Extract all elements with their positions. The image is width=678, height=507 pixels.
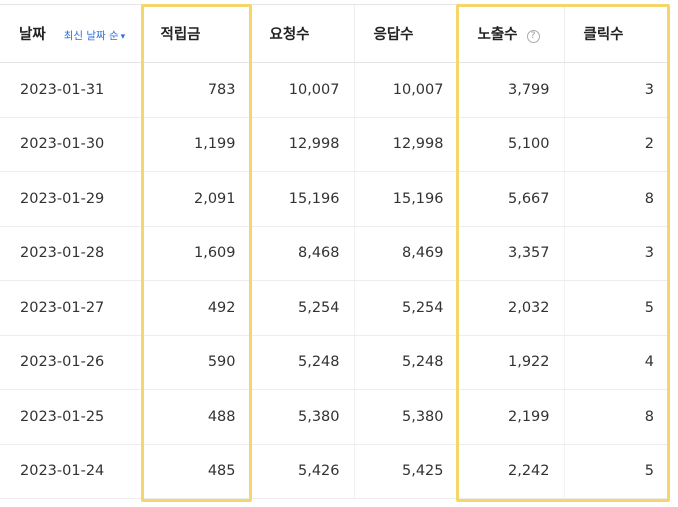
cell-date: 2023-01-30 bbox=[0, 117, 141, 172]
cell-responses: 5,248 bbox=[353, 335, 458, 390]
cell-responses: 10,007 bbox=[353, 62, 458, 118]
sort-dropdown[interactable]: 최신 날짜 순 ▾ bbox=[64, 30, 126, 42]
cell-clicks: 8 bbox=[563, 389, 668, 445]
column-header-requests[interactable]: 요청수 bbox=[249, 4, 354, 63]
column-header-impressions-label: 노출수 bbox=[477, 27, 518, 43]
cell-impressions: 2,032 bbox=[457, 280, 564, 336]
cell-clicks: 4 bbox=[563, 335, 668, 390]
cell-reward: 590 bbox=[140, 335, 250, 390]
cell-date: 2023-01-26 bbox=[0, 335, 141, 390]
cell-requests: 15,196 bbox=[249, 171, 354, 227]
cell-clicks: 3 bbox=[563, 62, 668, 118]
column-header-date-label: 날짜 bbox=[19, 27, 46, 43]
help-icon[interactable]: ? bbox=[526, 30, 540, 43]
cell-impressions: 3,357 bbox=[457, 226, 564, 281]
cell-impressions: 1,922 bbox=[457, 335, 564, 390]
cell-reward: 2,091 bbox=[140, 171, 250, 227]
cell-reward: 488 bbox=[140, 389, 250, 445]
cell-responses: 15,196 bbox=[353, 171, 458, 227]
cell-reward: 1,609 bbox=[140, 226, 250, 281]
cell-requests: 12,998 bbox=[249, 117, 354, 172]
cell-date: 2023-01-24 bbox=[0, 444, 141, 499]
table-row: 2023-01-27 492 5,254 5,254 2,032 5 bbox=[0, 280, 668, 336]
column-header-date: 날짜 최신 날짜 순 ▾ bbox=[0, 4, 141, 63]
cell-responses: 5,254 bbox=[353, 280, 458, 336]
cell-requests: 10,007 bbox=[249, 62, 354, 118]
cell-reward: 492 bbox=[140, 280, 250, 336]
cell-impressions: 5,100 bbox=[457, 117, 564, 172]
cell-clicks: 5 bbox=[563, 444, 668, 499]
sort-dropdown-label[interactable]: 최신 날짜 순 bbox=[63, 30, 119, 42]
cell-responses: 8,469 bbox=[353, 226, 458, 281]
cell-date: 2023-01-31 bbox=[0, 62, 141, 118]
cell-impressions: 3,799 bbox=[457, 62, 564, 118]
table-row: 2023-01-25 488 5,380 5,380 2,199 8 bbox=[0, 389, 668, 445]
cell-requests: 8,468 bbox=[249, 226, 354, 281]
cell-impressions: 2,242 bbox=[457, 444, 564, 499]
cell-date: 2023-01-29 bbox=[0, 171, 141, 227]
table-row: 2023-01-26 590 5,248 5,248 1,922 4 bbox=[0, 335, 668, 390]
cell-clicks: 3 bbox=[563, 226, 668, 281]
cell-responses: 5,380 bbox=[353, 389, 458, 445]
column-header-impressions[interactable]: 노출수? bbox=[457, 4, 564, 63]
table-header-row: 날짜 최신 날짜 순 ▾ 적립금 요청수 응답수 노출수? 클릭수 bbox=[0, 4, 668, 63]
column-header-responses[interactable]: 응답수 bbox=[353, 4, 458, 63]
cell-impressions: 5,667 bbox=[457, 171, 564, 227]
table-row: 2023-01-29 2,091 15,196 15,196 5,667 8 bbox=[0, 171, 668, 227]
table-row: 2023-01-24 485 5,426 5,425 2,242 5 bbox=[0, 444, 668, 499]
table-row: 2023-01-30 1,199 12,998 12,998 5,100 2 bbox=[0, 117, 668, 172]
cell-reward: 783 bbox=[140, 62, 250, 118]
column-header-clicks[interactable]: 클릭수 bbox=[563, 4, 668, 63]
cell-responses: 12,998 bbox=[353, 117, 458, 172]
cell-requests: 5,380 bbox=[249, 389, 354, 445]
cell-clicks: 8 bbox=[563, 171, 668, 227]
cell-responses: 5,425 bbox=[353, 444, 458, 499]
cell-requests: 5,254 bbox=[249, 280, 354, 336]
chevron-down-icon[interactable]: ▾ bbox=[120, 32, 126, 42]
cell-impressions: 2,199 bbox=[457, 389, 564, 445]
cell-clicks: 2 bbox=[563, 117, 668, 172]
table-row: 2023-01-28 1,609 8,468 8,469 3,357 3 bbox=[0, 226, 668, 281]
daily-stats-table: 날짜 최신 날짜 순 ▾ 적립금 요청수 응답수 노출수? 클릭수 2023-01-… bbox=[0, 4, 668, 499]
cell-requests: 5,426 bbox=[249, 444, 354, 499]
column-header-reward[interactable]: 적립금 bbox=[140, 4, 250, 63]
cell-date: 2023-01-25 bbox=[0, 389, 141, 445]
cell-reward: 485 bbox=[140, 444, 250, 499]
table-row: 2023-01-31 783 10,007 10,007 3,799 3 bbox=[0, 62, 668, 118]
cell-date: 2023-01-28 bbox=[0, 226, 141, 281]
cell-requests: 5,248 bbox=[249, 335, 354, 390]
cell-reward: 1,199 bbox=[140, 117, 250, 172]
cell-clicks: 5 bbox=[563, 280, 668, 336]
cell-date: 2023-01-27 bbox=[0, 280, 141, 336]
